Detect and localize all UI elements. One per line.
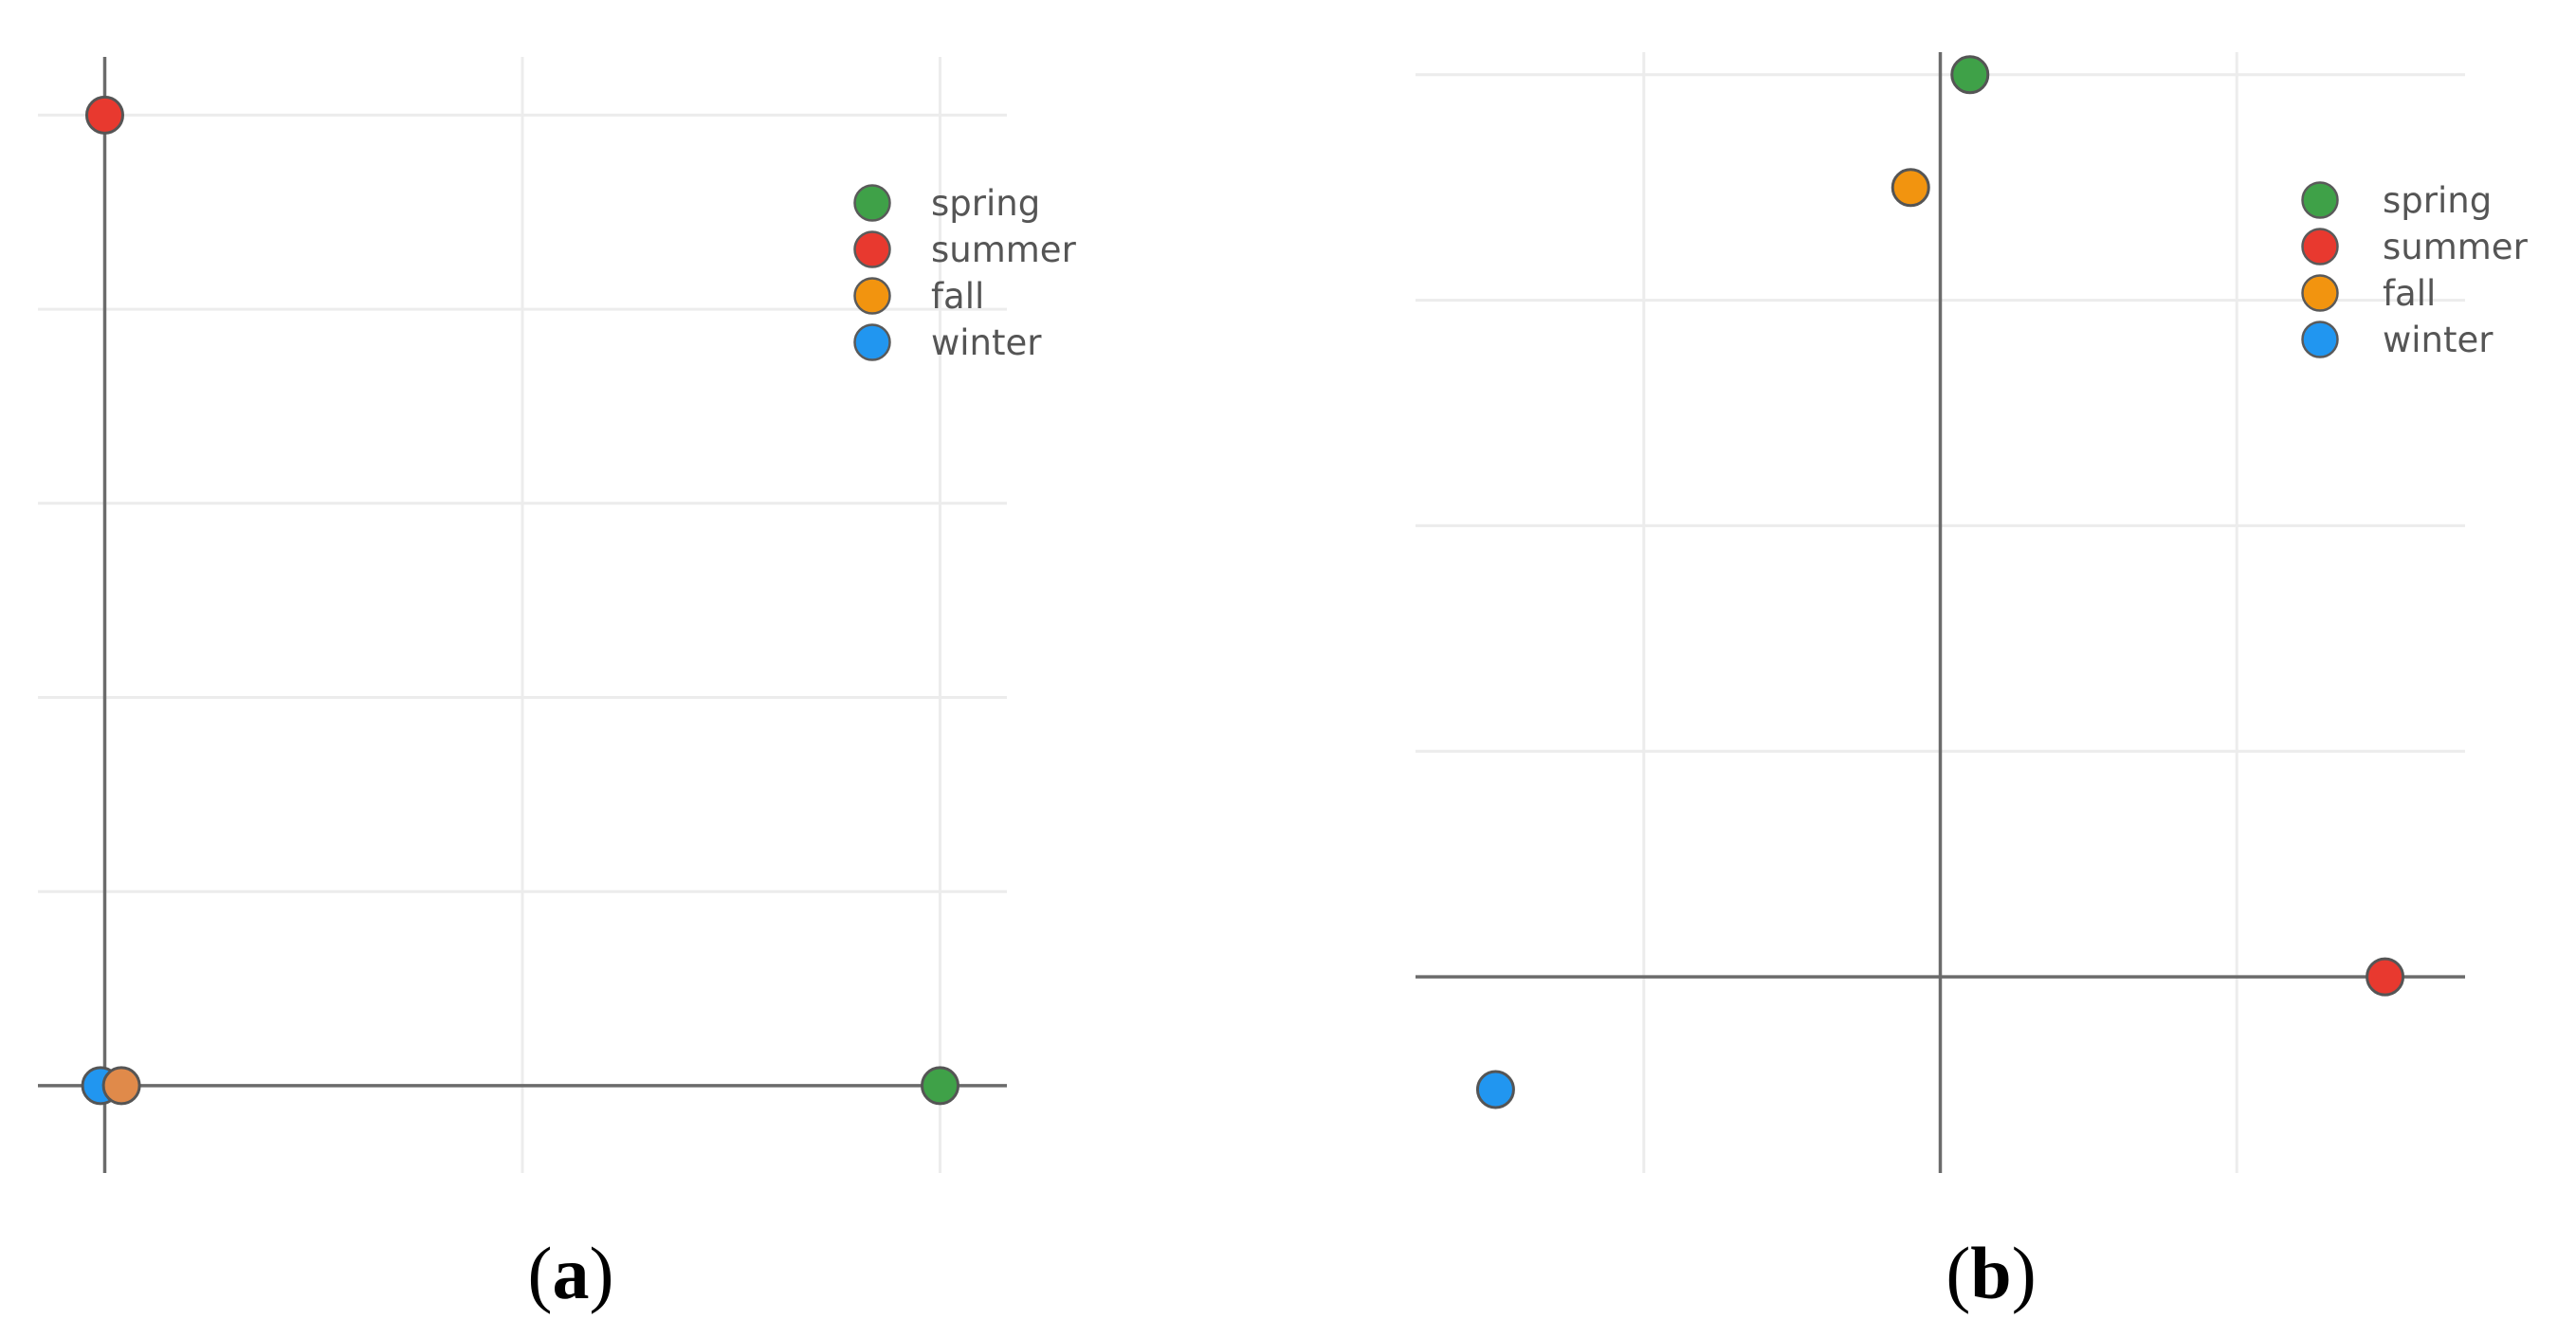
- panel-a-point-summer[interactable]: [84, 95, 124, 135]
- panel-a-axes: [38, 57, 1007, 1173]
- panel-b-legend-marker-spring[interactable]: [2301, 181, 2339, 219]
- panel-b-legend-marker-fall[interactable]: [2301, 274, 2339, 312]
- panel-b-legend-marker-winter[interactable]: [2301, 321, 2339, 358]
- panel-a-legend: spring summer fall winter: [853, 183, 1077, 363]
- panel-b-point-spring[interactable]: [1950, 55, 1990, 95]
- panel-a-legend-label-fall[interactable]: fall: [931, 276, 984, 317]
- panel-b-legend: spring summer fall winter: [2301, 180, 2529, 360]
- panel-a-legend-marker-fall[interactable]: [853, 277, 891, 315]
- panel-a-grid: [38, 57, 1007, 1173]
- panel-b-axes: [1416, 52, 2465, 1173]
- panel-b-caption-letter: b: [1970, 1232, 2011, 1314]
- panel-a-caption-letter: a: [553, 1232, 590, 1314]
- panel-b-chart: spring summer fall winter: [1416, 52, 2529, 1173]
- panel-b-point-winter[interactable]: [1475, 1070, 1515, 1109]
- panel-a-legend-label-summer[interactable]: summer: [931, 229, 1077, 270]
- panel-b-legend-marker-summer[interactable]: [2301, 228, 2339, 266]
- panel-a-legend-marker-spring[interactable]: [853, 184, 891, 222]
- panel-a-legend-marker-summer[interactable]: [853, 230, 891, 268]
- panel-a-chart: spring summer fall winter: [38, 57, 1077, 1173]
- panel-b-point-fall[interactable]: [1891, 168, 1930, 208]
- panel-a-legend-marker-winter[interactable]: [853, 323, 891, 361]
- panel-b-point-summer[interactable]: [2366, 957, 2405, 997]
- panel-a-caption: (a): [528, 1232, 614, 1314]
- panel-a-point-spring[interactable]: [921, 1066, 960, 1106]
- panel-b-points: [1475, 55, 2405, 1109]
- panel-a-points: [81, 95, 960, 1106]
- panel-b-legend-label-fall[interactable]: fall: [2383, 273, 2436, 314]
- panel-a-legend-label-winter[interactable]: winter: [931, 322, 1042, 363]
- panel-a-point-fall[interactable]: [101, 1066, 141, 1106]
- panel-a-legend-label-spring[interactable]: spring: [931, 183, 1040, 224]
- panel-b-caption: (b): [1946, 1232, 2036, 1314]
- panel-b-legend-label-winter[interactable]: winter: [2383, 320, 2494, 360]
- panel-b-legend-label-spring[interactable]: spring: [2383, 180, 2492, 221]
- panel-b-legend-label-summer[interactable]: summer: [2383, 227, 2529, 267]
